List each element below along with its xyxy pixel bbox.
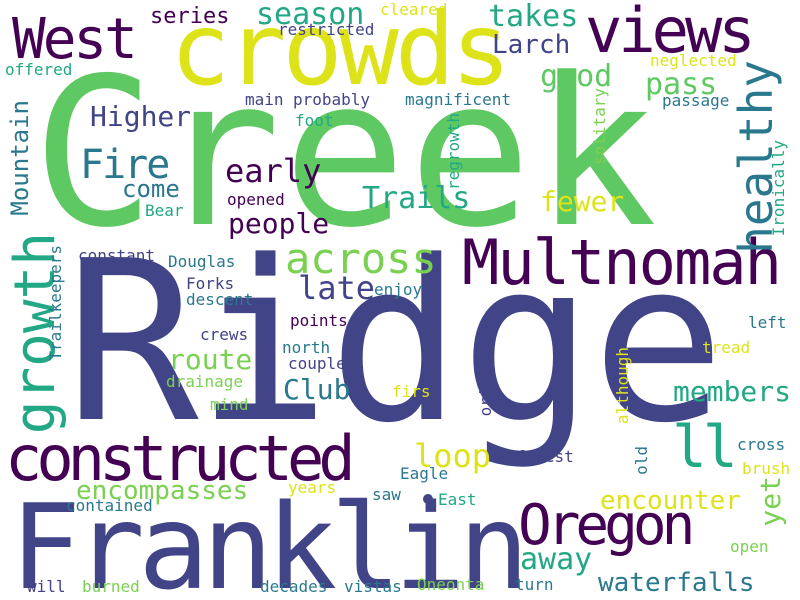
word-north: north — [282, 338, 331, 357]
word-opened: opened — [227, 190, 285, 209]
word-creek: Creek — [32, 35, 660, 273]
word-offered: offered — [5, 60, 73, 79]
word-encompasses: encompasses — [76, 476, 249, 506]
word-old: old — [632, 446, 651, 475]
word-route: route — [168, 343, 253, 376]
word-cleared: cleared — [380, 0, 448, 19]
word-restricted: restricted — [278, 20, 375, 39]
word-forest: forest — [516, 447, 574, 466]
word-couple: couple — [288, 354, 346, 373]
word-season: season — [256, 0, 365, 32]
word-vistas: vistas — [344, 577, 402, 596]
word-trailkeepers: Trailkeepers — [46, 245, 65, 361]
word-main: main — [245, 90, 284, 109]
word-east: East — [438, 490, 477, 509]
word-foot: foot — [295, 111, 334, 130]
word-crews: crews — [200, 325, 249, 344]
word-takes: takes — [488, 0, 579, 34]
word-years: years — [288, 478, 337, 497]
word-higher: Higher — [90, 100, 192, 133]
word-mountain: Mountain — [6, 100, 34, 216]
word-cross: cross — [737, 435, 786, 454]
word-decades: decades — [260, 577, 328, 596]
word-passage: passage — [662, 91, 730, 110]
word-will: will — [27, 577, 66, 596]
word-left: left — [748, 313, 787, 332]
word-mind: mind — [210, 395, 249, 414]
word-brush: brush — [742, 459, 791, 478]
word-constructed: constructed — [5, 422, 356, 495]
word-larch: Larch — [492, 30, 571, 60]
word-west: West — [12, 7, 138, 72]
word-club: Club — [283, 373, 351, 406]
word-magnificent: magnificent — [405, 90, 511, 109]
word-good: good — [540, 59, 613, 94]
word-early: early — [225, 152, 322, 190]
word-views: views — [585, 0, 756, 67]
word-points: points — [290, 311, 348, 330]
word-contained: contained — [66, 496, 153, 515]
word-people: people — [228, 207, 330, 240]
word-ironically: Ironically — [769, 140, 788, 237]
word-tread: tread — [702, 338, 751, 357]
word-neglected: neglected — [650, 51, 737, 70]
word-descent: descent — [186, 290, 254, 309]
word-loop: loop — [414, 437, 492, 475]
word-late: late — [298, 269, 376, 307]
word-eagle: Eagle — [400, 464, 449, 483]
word-crowds: crowds — [170, 0, 511, 108]
word-bear: Bear — [145, 201, 184, 220]
word-ridge: Ridge — [65, 214, 725, 472]
word-trails: Trails — [362, 181, 471, 216]
dot-mark — [423, 494, 433, 504]
word-franklin: Franklin — [10, 478, 529, 600]
word-constant: constant — [78, 246, 156, 265]
word-members: members — [673, 375, 792, 408]
word-come: come — [122, 175, 180, 203]
word-originally: originally — [476, 320, 495, 417]
word-turn: turn — [515, 575, 554, 594]
word-firs: firs — [392, 382, 431, 401]
word-enjoy: enjoy — [374, 280, 423, 299]
word-across: across — [285, 234, 437, 283]
word-yet: yet — [754, 476, 787, 527]
word-douglas: Douglas — [168, 252, 236, 271]
word-multnomah: Multnomah — [462, 226, 782, 299]
word-oneonta: Oneonta — [417, 575, 485, 594]
word-although: although — [613, 347, 632, 425]
word-fewer: fewer — [540, 185, 625, 218]
word-drainage: drainage — [166, 372, 244, 391]
word-waterfalls: waterfalls — [598, 568, 755, 598]
word-fire: Fire — [80, 142, 170, 188]
word-oregon: Oregon — [518, 493, 695, 558]
word-forks: Forks — [186, 274, 235, 293]
word-solitary: solitary — [590, 88, 609, 166]
word-away: away — [520, 542, 593, 577]
word-regrowth: regrowth — [444, 113, 463, 191]
word-ll: ll — [672, 413, 738, 481]
word-probably: probably — [293, 90, 371, 109]
word-series: series — [150, 4, 230, 29]
word-encounter: encounter — [600, 486, 741, 516]
word-pass: pass — [645, 67, 718, 102]
word-saw: saw — [372, 485, 401, 504]
word-open: open — [730, 537, 769, 556]
word-burned: burned — [82, 577, 140, 596]
